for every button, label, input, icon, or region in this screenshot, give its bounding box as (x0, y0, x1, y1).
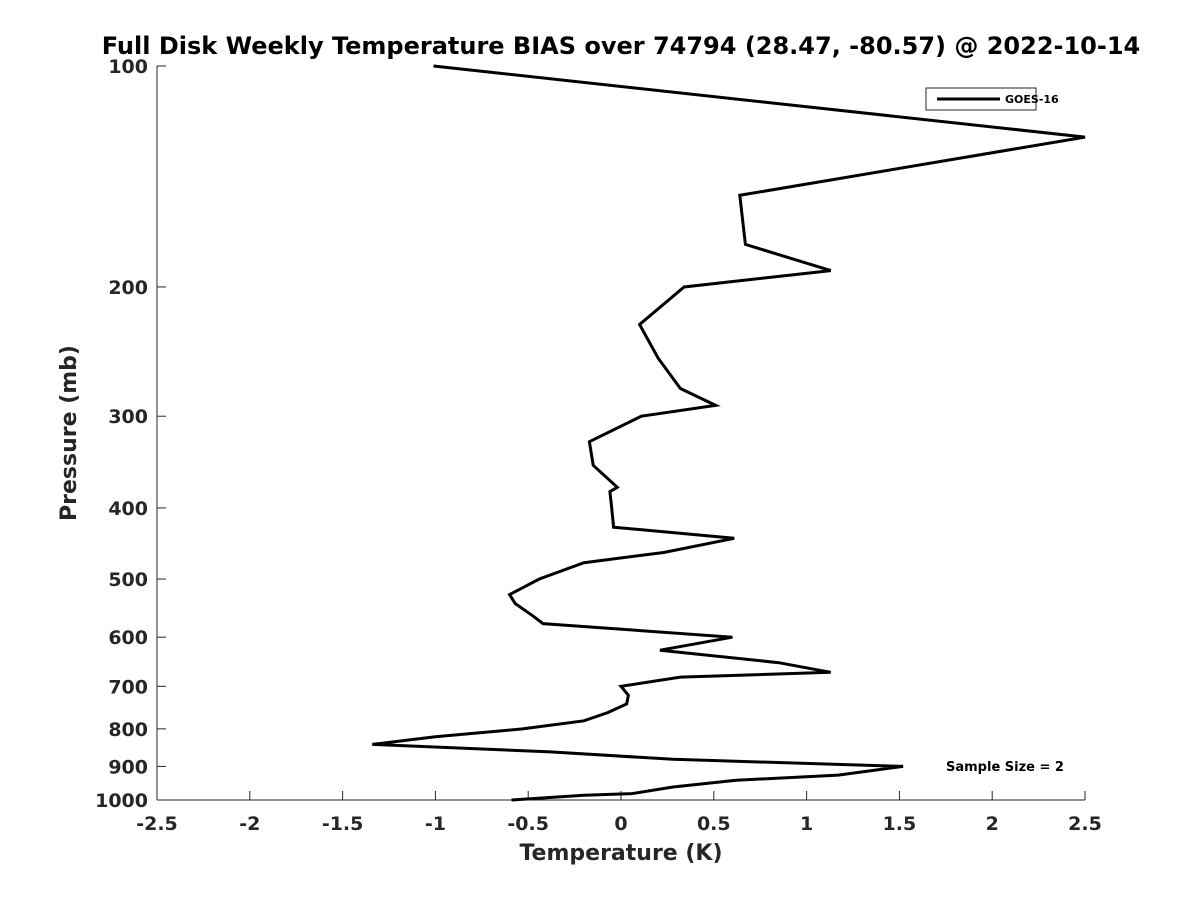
y-axis-label: Pressure (mb) (57, 345, 82, 521)
y-tick-label: 900 (108, 756, 148, 778)
y-tick-label: 600 (108, 627, 148, 649)
x-tick-label: 2.5 (1068, 813, 1102, 835)
y-tick-label: 800 (108, 719, 148, 741)
sample-size-annotation: Sample Size = 2 (946, 760, 1064, 775)
legend-entry-label: GOES-16 (1005, 93, 1059, 106)
y-tick-label: 400 (108, 498, 148, 520)
x-tick-label: 0.5 (697, 813, 731, 835)
x-tick-label: -1.5 (322, 813, 364, 835)
legend: GOES-16 (925, 87, 1059, 111)
x-tick-label: -2.5 (136, 813, 178, 835)
x-axis-label: Temperature (K) (519, 841, 722, 866)
series-line-goes-16 (372, 64, 1086, 802)
x-tick-label: 1 (800, 813, 813, 835)
chart-title: Full Disk Weekly Temperature BIAS over 7… (102, 32, 1141, 60)
x-tick-label: -0.5 (507, 813, 549, 835)
x-axis-ticks: -2.5 -2 -1.5 -1 -0.5 0 0.5 1 1.5 2 2.5 (136, 791, 1102, 835)
y-tick-label: 200 (108, 277, 148, 299)
y-tick-label: 700 (108, 676, 148, 698)
series-layer (372, 64, 1086, 802)
plot-frame (156, 66, 1085, 801)
x-tick-label: 2 (986, 813, 999, 835)
y-tick-label: 100 (108, 56, 148, 78)
y-tick-label: 1000 (95, 790, 148, 812)
y-tick-label: 500 (108, 569, 148, 591)
x-tick-label: -2 (239, 813, 260, 835)
y-axis-ticks: 100 200 300 400 500 600 700 800 900 1000 (95, 56, 166, 812)
y-tick-label: 300 (108, 406, 148, 428)
x-tick-label: 0 (614, 813, 627, 835)
x-tick-label: -1 (425, 813, 446, 835)
x-tick-label: 1.5 (883, 813, 917, 835)
